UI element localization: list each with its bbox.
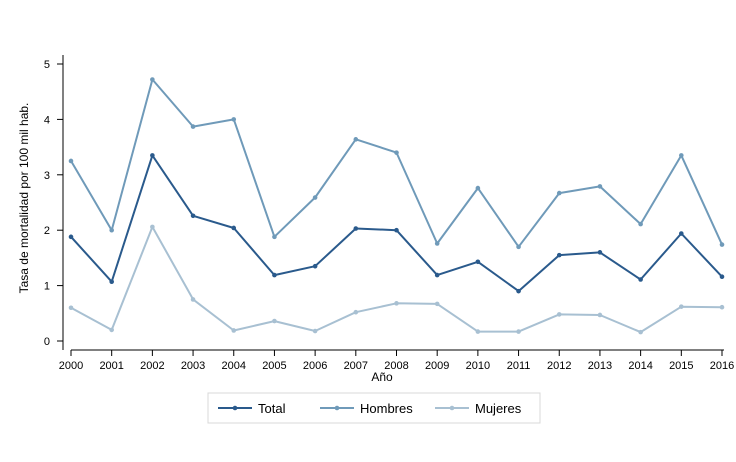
x-tick-label: 2000 [59,360,83,372]
data-point [516,244,521,250]
data-point [312,195,318,200]
x-tick-label: 2011 [507,360,531,372]
data-point [272,272,277,278]
data-point [190,124,196,129]
x-tick-label: 2006 [303,360,327,372]
data-point [597,250,603,255]
data-point [109,279,114,285]
y-tick-label: 2 [44,225,50,237]
data-point [475,185,481,191]
data-point [434,301,440,307]
x-tick-label: 2016 [710,360,734,372]
data-point [394,227,399,233]
x-tick-label: 2010 [466,360,490,372]
x-tick-label: 2005 [262,360,286,372]
series-line [70,154,723,293]
legend-box [207,392,541,424]
legend-swatch-marker [232,405,238,411]
x-tick-label: 2003 [181,360,205,372]
data-point [434,272,440,278]
legend-swatch-marker [449,405,455,411]
data-point [231,117,237,122]
data-point [150,153,155,158]
data-point [272,318,277,324]
data-point [68,234,74,240]
x-tick-label: 2009 [425,360,449,372]
data-point [109,227,114,233]
data-point [231,328,237,333]
data-point [231,225,237,231]
data-point [597,312,603,318]
data-point [190,297,196,302]
data-point [150,77,155,82]
data-point [312,328,318,334]
data-point [638,221,643,227]
x-tick-label: 2008 [384,360,408,372]
series-line [70,78,723,248]
data-point [719,242,725,247]
data-point [516,288,521,294]
data-point [353,137,359,142]
y-tick-label: 3 [44,170,50,182]
x-tick-label: 2007 [344,360,368,372]
legend-label: Hombres [360,401,413,416]
legend-item-mujeres: Mujeres [435,401,522,416]
series-line [70,225,723,334]
x-tick-label: 2002 [140,360,164,372]
y-tick-label: 1 [44,281,50,293]
data-point [190,213,196,219]
data-point [312,263,318,269]
data-point [68,305,74,311]
legend-item-hombres: Hombres [320,401,413,416]
legend: Total Hombres Mujeres [207,392,541,424]
data-point [719,304,725,310]
series-total [68,153,725,294]
data-point [475,259,481,265]
x-tick-label: 2012 [547,360,571,372]
data-point [679,153,684,158]
data-point [719,274,725,280]
data-point [679,231,684,236]
legend-item-total: Total [218,401,286,416]
legend-label: Mujeres [475,401,522,416]
series-lines [68,77,725,335]
data-point [272,234,277,240]
data-point [556,190,562,196]
data-point [556,252,562,258]
x-tick-label: 2004 [222,360,246,372]
data-point [68,158,74,164]
data-point [516,329,521,334]
y-tick-label: 5 [44,59,50,71]
series-hombres [68,77,725,250]
y-tick-label: 4 [44,114,50,126]
x-tick-label: 2014 [628,360,652,372]
data-point [597,184,603,189]
legend-label: Total [258,401,286,416]
data-point [638,329,643,335]
data-point [394,301,399,306]
y-axis-title: Tasa de mortalidad por 100 mil hab. [17,103,31,294]
data-point [434,241,440,246]
legend-swatch-marker [334,405,340,411]
y-ticks: 0 1 2 3 4 5 [44,59,63,348]
data-point [556,312,562,317]
x-axis-title: Año [371,370,393,384]
data-point [150,224,155,230]
x-tick-label: 2015 [669,360,693,372]
data-point [394,150,399,155]
data-point [353,309,359,315]
data-point [638,277,643,282]
data-point [353,226,359,231]
x-ticks: 2000 2001 2002 2003 2004 2005 2006 2007 2008 2009… [59,350,734,372]
y-tick-label: 0 [44,336,50,348]
data-point [679,304,684,309]
data-point [475,329,481,334]
data-point [109,327,114,333]
x-tick-label: 2001 [99,360,123,372]
series-mujeres [68,224,725,335]
x-tick-label: 2013 [588,360,612,372]
